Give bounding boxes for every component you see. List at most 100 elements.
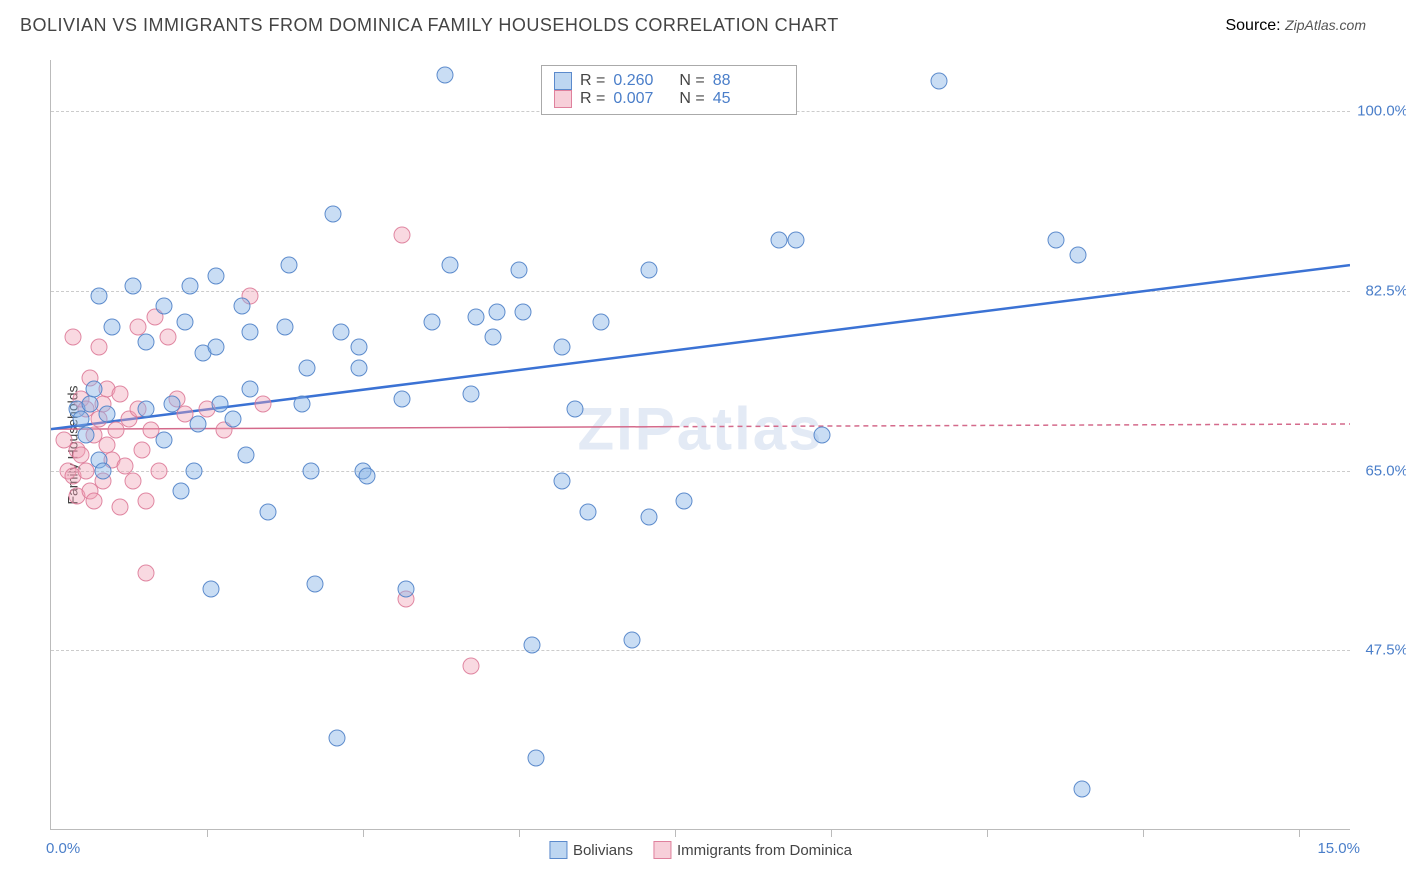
stats-legend: R = 0.260 N = 88 R = 0.007 N = 45 bbox=[541, 65, 797, 115]
data-point-pink bbox=[125, 472, 142, 489]
data-point-blue bbox=[212, 395, 229, 412]
data-point-blue bbox=[277, 318, 294, 335]
x-tick bbox=[363, 829, 364, 837]
data-point-blue bbox=[398, 580, 415, 597]
data-point-pink bbox=[86, 493, 103, 510]
data-point-blue bbox=[350, 360, 367, 377]
data-point-blue bbox=[190, 416, 207, 433]
x-tick bbox=[519, 829, 520, 837]
data-point-blue bbox=[329, 729, 346, 746]
data-point-blue bbox=[95, 462, 112, 479]
swatch-pink-icon bbox=[653, 841, 671, 859]
y-tick-label: 47.5% bbox=[1365, 642, 1406, 659]
swatch-pink-icon bbox=[554, 90, 572, 108]
data-point-blue bbox=[99, 406, 116, 423]
n-value-blue: 88 bbox=[713, 72, 731, 90]
source: Source: ZipAtlas.com bbox=[1225, 17, 1366, 35]
data-point-blue bbox=[307, 575, 324, 592]
stats-row-pink: R = 0.007 N = 45 bbox=[554, 90, 784, 108]
stats-row-blue: R = 0.260 N = 88 bbox=[554, 72, 784, 90]
data-point-blue bbox=[524, 637, 541, 654]
data-point-blue bbox=[554, 339, 571, 356]
n-value-pink: 45 bbox=[713, 90, 731, 108]
chart-area: Family Households ZIPatlas 47.5%65.0%82.… bbox=[50, 60, 1350, 830]
data-point-blue bbox=[73, 411, 90, 428]
data-point-blue bbox=[641, 508, 658, 525]
data-point-pink bbox=[138, 493, 155, 510]
data-point-blue bbox=[225, 411, 242, 428]
data-point-blue bbox=[1070, 247, 1087, 264]
data-point-pink bbox=[394, 226, 411, 243]
data-point-pink bbox=[64, 329, 81, 346]
data-point-pink bbox=[134, 442, 151, 459]
data-point-blue bbox=[207, 339, 224, 356]
data-point-pink bbox=[255, 395, 272, 412]
data-point-blue bbox=[467, 308, 484, 325]
data-point-blue bbox=[623, 632, 640, 649]
data-point-blue bbox=[173, 483, 190, 500]
y-tick-label: 82.5% bbox=[1365, 283, 1406, 300]
x-tick-end: 15.0% bbox=[1317, 840, 1360, 857]
r-label: R = bbox=[580, 72, 605, 90]
data-point-blue bbox=[259, 503, 276, 520]
r-value-pink: 0.007 bbox=[613, 90, 653, 108]
data-point-blue bbox=[359, 467, 376, 484]
y-tick-label: 100.0% bbox=[1357, 103, 1406, 120]
data-point-blue bbox=[350, 339, 367, 356]
data-point-blue bbox=[207, 267, 224, 284]
data-point-blue bbox=[394, 390, 411, 407]
data-point-blue bbox=[82, 395, 99, 412]
data-point-blue bbox=[771, 231, 788, 248]
data-point-blue bbox=[424, 313, 441, 330]
data-point-blue bbox=[485, 329, 502, 346]
r-label: R = bbox=[580, 90, 605, 108]
y-tick-label: 65.0% bbox=[1365, 462, 1406, 479]
data-point-pink bbox=[116, 457, 133, 474]
x-tick bbox=[987, 829, 988, 837]
data-point-blue bbox=[155, 431, 172, 448]
chart-title: BOLIVIAN VS IMMIGRANTS FROM DOMINICA FAM… bbox=[20, 15, 839, 36]
data-point-blue bbox=[138, 334, 155, 351]
swatch-blue-icon bbox=[549, 841, 567, 859]
data-point-blue bbox=[1048, 231, 1065, 248]
data-point-pink bbox=[112, 498, 129, 515]
x-tick bbox=[675, 829, 676, 837]
data-point-blue bbox=[125, 277, 142, 294]
data-point-blue bbox=[489, 303, 506, 320]
data-point-blue bbox=[333, 324, 350, 341]
data-point-blue bbox=[138, 401, 155, 418]
data-point-pink bbox=[112, 385, 129, 402]
data-point-blue bbox=[303, 462, 320, 479]
data-point-blue bbox=[177, 313, 194, 330]
data-point-blue bbox=[242, 380, 259, 397]
data-point-blue bbox=[233, 298, 250, 315]
x-tick bbox=[831, 829, 832, 837]
data-point-blue bbox=[554, 472, 571, 489]
n-label: N = bbox=[679, 72, 704, 90]
watermark: ZIPatlas bbox=[577, 395, 823, 464]
source-value: ZipAtlas.com bbox=[1285, 17, 1366, 33]
x-tick bbox=[1143, 829, 1144, 837]
data-point-blue bbox=[463, 385, 480, 402]
data-point-blue bbox=[90, 288, 107, 305]
n-label: N = bbox=[679, 90, 704, 108]
data-point-blue bbox=[788, 231, 805, 248]
data-point-blue bbox=[515, 303, 532, 320]
data-point-blue bbox=[281, 257, 298, 274]
data-point-pink bbox=[151, 462, 168, 479]
data-point-blue bbox=[164, 395, 181, 412]
data-point-blue bbox=[567, 401, 584, 418]
data-point-blue bbox=[675, 493, 692, 510]
legend-label-blue: Bolivians bbox=[573, 842, 633, 859]
data-point-pink bbox=[73, 447, 90, 464]
data-point-blue bbox=[103, 318, 120, 335]
data-point-blue bbox=[437, 67, 454, 84]
legend-label-pink: Immigrants from Dominica bbox=[677, 842, 852, 859]
data-point-blue bbox=[511, 262, 528, 279]
data-point-blue bbox=[86, 380, 103, 397]
x-tick bbox=[1299, 829, 1300, 837]
bottom-legend: Bolivians Immigrants from Dominica bbox=[549, 841, 852, 859]
data-point-pink bbox=[463, 657, 480, 674]
data-point-blue bbox=[931, 72, 948, 89]
data-point-blue bbox=[294, 395, 311, 412]
